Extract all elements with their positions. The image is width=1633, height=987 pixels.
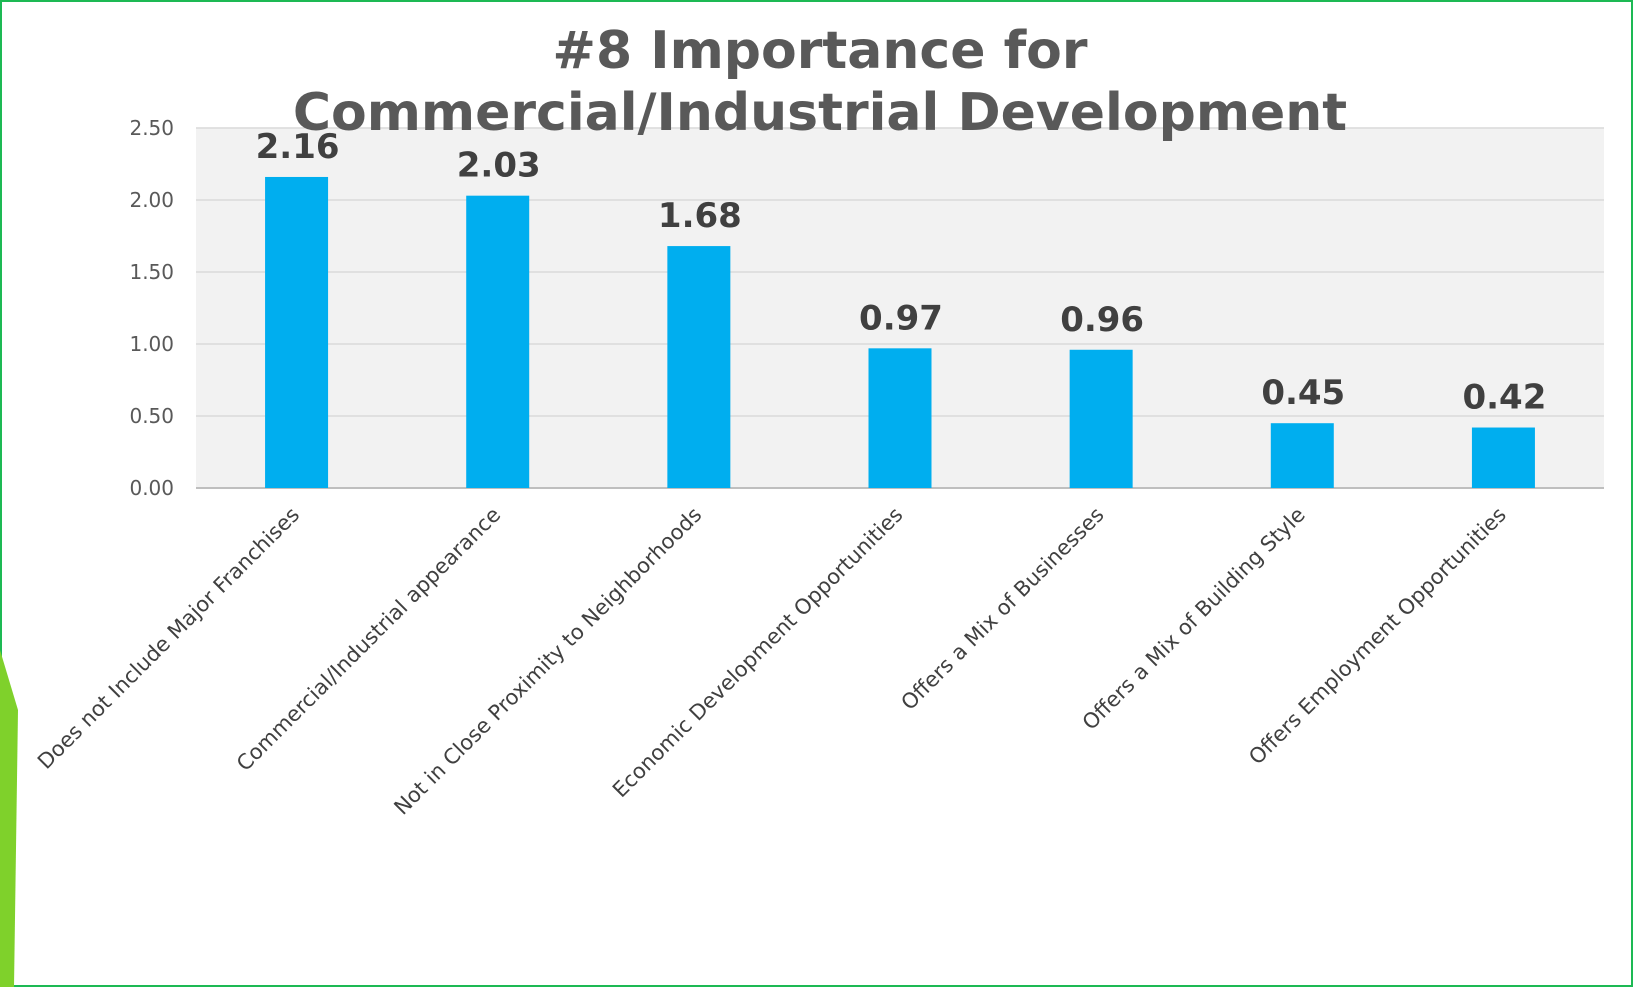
bar: [265, 176, 329, 488]
bar: [1270, 423, 1334, 488]
bar: [1069, 349, 1133, 488]
data-label: 0.96: [1060, 300, 1144, 340]
gridlines: [196, 127, 1604, 489]
category-label: Offers a Mix of Building Style: [1078, 503, 1310, 735]
y-tick-label: 0.50: [129, 404, 174, 428]
category-label: Not in Close Proximity to Neighborhoods: [389, 503, 706, 820]
data-labels: 2.16 2.03 1.68 0.97 0.96 0.45 0.42: [256, 127, 1547, 418]
data-label: 0.97: [859, 298, 943, 338]
data-label: 1.68: [658, 196, 742, 236]
y-tick-label: 2.50: [129, 116, 174, 140]
bar: [868, 348, 932, 488]
x-axis: Does not Include Major FranchisesCommerc…: [33, 503, 1511, 820]
bar: [667, 246, 731, 488]
data-label: 2.16: [256, 127, 340, 167]
chart-title: #8 Importance for Commercial/Industrial …: [292, 21, 1348, 143]
y-tick-label: 1.00: [129, 332, 174, 356]
accent-shape: [0, 650, 18, 987]
y-axis: 0.00 0.50 1.00 1.50 2.00 2.50: [129, 116, 174, 500]
bar: [466, 195, 530, 488]
y-tick-label: 0.00: [129, 476, 174, 500]
data-label: 0.45: [1261, 373, 1345, 413]
y-tick-label: 2.00: [129, 188, 174, 212]
y-tick-label: 1.50: [129, 260, 174, 284]
data-label: 0.42: [1462, 378, 1546, 418]
bar: [1471, 427, 1535, 488]
data-label: 2.03: [457, 146, 541, 186]
category-label: Offers a Mix of Businesses: [896, 503, 1108, 715]
bars: [265, 176, 1535, 488]
